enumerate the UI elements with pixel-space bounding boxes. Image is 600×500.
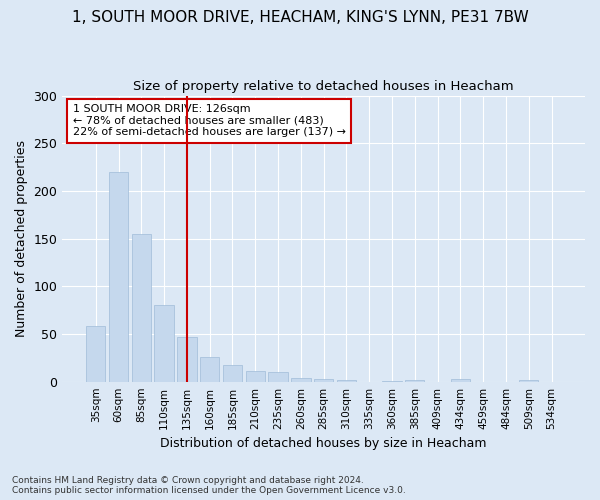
Bar	[245, 371, 265, 382]
Bar	[337, 380, 356, 382]
Bar	[223, 364, 242, 382]
Text: 1 SOUTH MOOR DRIVE: 126sqm
← 78% of detached houses are smaller (483)
22% of sem: 1 SOUTH MOOR DRIVE: 126sqm ← 78% of deta…	[73, 104, 346, 138]
Y-axis label: Number of detached properties: Number of detached properties	[15, 140, 28, 337]
Bar	[382, 380, 402, 382]
Bar	[314, 379, 334, 382]
Bar	[200, 357, 220, 382]
Bar	[177, 337, 197, 382]
Bar	[109, 172, 128, 382]
Bar	[86, 326, 106, 382]
X-axis label: Distribution of detached houses by size in Heacham: Distribution of detached houses by size …	[160, 437, 487, 450]
Bar	[291, 378, 311, 382]
Bar	[519, 380, 538, 382]
Text: 1, SOUTH MOOR DRIVE, HEACHAM, KING'S LYNN, PE31 7BW: 1, SOUTH MOOR DRIVE, HEACHAM, KING'S LYN…	[71, 10, 529, 25]
Bar	[131, 234, 151, 382]
Text: Contains HM Land Registry data © Crown copyright and database right 2024.
Contai: Contains HM Land Registry data © Crown c…	[12, 476, 406, 495]
Bar	[154, 306, 174, 382]
Title: Size of property relative to detached houses in Heacham: Size of property relative to detached ho…	[133, 80, 514, 93]
Bar	[405, 380, 424, 382]
Bar	[268, 372, 288, 382]
Bar	[451, 379, 470, 382]
